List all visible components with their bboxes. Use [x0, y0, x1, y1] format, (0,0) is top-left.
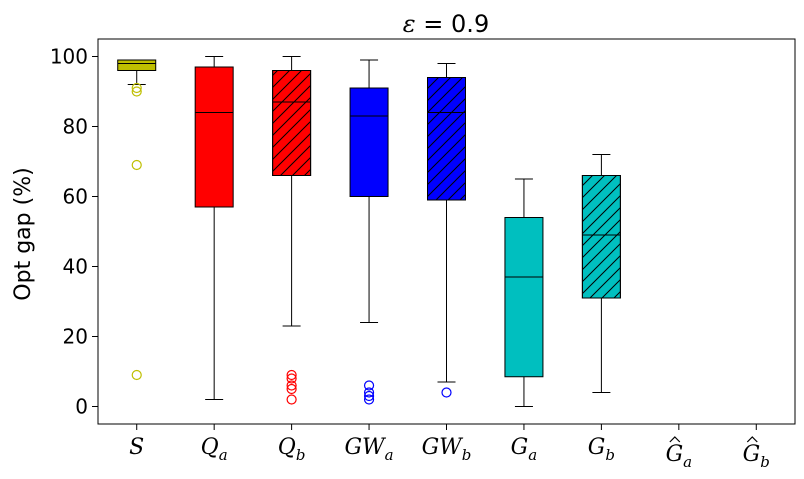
axes: 0 20 40 60 80 100 S Qa Qb GWa GWb Ga Gb Ga Gb [50, 38, 796, 471]
box-5 [504, 178, 544, 407]
y-tick-label: 100 [50, 45, 88, 69]
box-2 [272, 56, 312, 405]
outlier-2-4 [286, 394, 297, 405]
outlier-3-3 [363, 394, 375, 405]
hat-accent [669, 436, 681, 443]
x-tick-label: S [129, 435, 144, 460]
x-tick-label: Ga [511, 435, 538, 464]
box-6 [581, 154, 621, 393]
box-hatch-2 [272, 70, 312, 176]
outlier-2-1 [286, 373, 297, 384]
outlier-3-0 [363, 380, 375, 391]
title-symbol: ε [403, 10, 416, 38]
outlier-0-2 [131, 159, 142, 171]
chart-title: ε = 0.9 [403, 10, 489, 38]
x-tick-label: Ga [666, 442, 693, 471]
outlier-2-2 [286, 380, 297, 391]
y-tick-label: 20 [63, 325, 88, 349]
outlier-4-0 [441, 387, 452, 398]
box-3 [349, 59, 389, 405]
y-tick-label: 0 [75, 395, 88, 419]
x-tick-label: Qa [201, 435, 228, 464]
x-tick-label: GWa [344, 435, 393, 464]
outlier-3-1 [363, 387, 375, 398]
hat-accent [746, 436, 758, 443]
plot-area [117, 56, 621, 407]
y-tick-label: 60 [63, 185, 88, 209]
outlier-0-0 [131, 82, 142, 94]
box-0 [117, 59, 157, 381]
box-body-3 [349, 87, 389, 197]
y-tick-label: 40 [63, 255, 88, 279]
box-1 [194, 56, 234, 400]
x-tick-label: Qb [278, 435, 306, 464]
box-body-0 [117, 59, 157, 71]
box-4 [427, 63, 466, 398]
box-hatch-6 [581, 175, 621, 299]
y-tick-label: 80 [63, 115, 88, 139]
outlier-0-3 [131, 369, 142, 381]
outlier-3-2 [363, 390, 375, 402]
x-tick-label: GWb [422, 435, 472, 464]
box-body-1 [194, 66, 234, 208]
box-body-5 [504, 217, 544, 378]
outlier-2-0 [286, 369, 297, 381]
x-tick-label: Gb [743, 442, 770, 471]
box-hatch-4 [427, 77, 466, 201]
y-axis-label: Opt gap (%) [11, 167, 36, 300]
outlier-0-1 [131, 86, 142, 97]
title-value: = 0.9 [416, 10, 490, 38]
outlier-2-3 [286, 383, 297, 395]
x-tick-label: Gb [588, 435, 615, 464]
